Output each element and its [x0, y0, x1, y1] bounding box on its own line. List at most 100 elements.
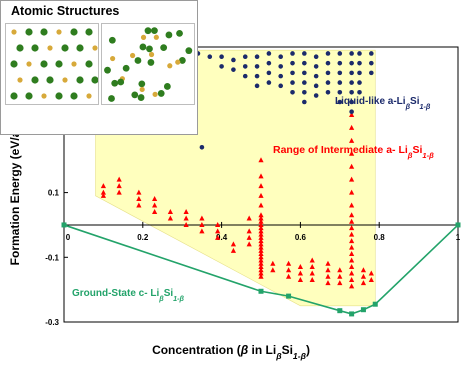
li-atom	[25, 28, 33, 36]
liquid-like-point	[219, 54, 224, 60]
intermediate-point	[368, 276, 374, 282]
intermediate-point	[360, 273, 367, 279]
liquid-like-point	[242, 54, 248, 60]
intermediate-point	[152, 196, 158, 202]
intermediate-point	[167, 215, 173, 221]
y-tick-label: 0.1	[48, 189, 60, 198]
intermediate-point	[246, 215, 252, 221]
intermediate-point	[349, 244, 355, 250]
y-tick-label: -0.3	[45, 318, 59, 327]
intermediate-point	[215, 234, 221, 240]
ground-state-point	[349, 311, 355, 317]
liquid-like-point	[302, 60, 307, 66]
liquid-like-point	[313, 93, 319, 98]
intermediate-point	[337, 280, 343, 286]
li-atom	[85, 60, 93, 68]
liquid-like-point	[325, 60, 331, 66]
si-atom	[148, 51, 155, 58]
liquid-like-point	[278, 54, 284, 60]
si-atom	[140, 34, 147, 40]
intermediate-point	[337, 273, 343, 279]
liquid-like-point	[357, 70, 362, 76]
li-atom	[137, 94, 145, 101]
li-atom	[108, 36, 116, 44]
liquid-like-point	[325, 70, 331, 76]
liquid-like-point	[278, 64, 284, 69]
intermediate-point	[215, 221, 221, 227]
liquid-like-point	[242, 64, 248, 69]
intermediate-point	[349, 163, 355, 169]
intermediate-point	[258, 244, 264, 250]
li-atom	[85, 28, 93, 36]
si-atom	[167, 63, 173, 69]
intermediate-point	[258, 247, 264, 253]
intermediate-point	[360, 267, 367, 273]
intermediate-point	[258, 212, 264, 218]
intermediate-point	[258, 254, 264, 260]
intermediate-point	[349, 111, 355, 117]
intermediate-point	[258, 264, 264, 269]
c-li15si4-structure-panel	[5, 23, 99, 105]
liquid-like-point	[349, 109, 354, 115]
intermediate-point	[258, 218, 264, 224]
x-tick-label: 0.2	[137, 233, 149, 242]
liquid-like-point	[278, 73, 284, 79]
li-atom	[91, 76, 99, 84]
x-axis-label: Concentration (β in Liβ​Si1-β​)	[152, 343, 310, 361]
li-atom	[139, 43, 147, 51]
liquid-like-point	[278, 83, 284, 89]
liquid-like-point	[266, 60, 272, 66]
ground-state-point	[455, 222, 461, 228]
intermediate-point	[152, 209, 158, 214]
intermediate-point	[349, 270, 355, 276]
si-atom	[11, 29, 17, 35]
si-atom	[26, 61, 32, 67]
li-atom	[176, 29, 183, 37]
li-atom	[138, 80, 146, 88]
intermediate-point	[349, 251, 355, 257]
intermediate-point	[349, 225, 355, 231]
liquid-like-point	[349, 99, 354, 105]
x-tick-label: 0	[66, 233, 71, 242]
intermediate-point	[183, 215, 189, 221]
ground-state-point	[286, 293, 292, 299]
intermediate-point	[167, 209, 173, 214]
liquid-like-point	[254, 73, 260, 79]
ground-state-annotation: Ground-State c- Liβ​Si1-β​	[72, 288, 185, 303]
intermediate-point	[258, 231, 264, 237]
intermediate-point	[258, 225, 264, 231]
li-atom	[40, 60, 48, 68]
intermediate-point	[309, 276, 315, 282]
intermediate-point	[297, 264, 303, 269]
intermediate-point	[337, 267, 343, 273]
li-atom	[147, 59, 155, 66]
liquid-like-point	[290, 80, 295, 85]
y-tick-label: -0.1	[45, 253, 59, 262]
li-atom	[178, 57, 186, 64]
si-atom	[175, 59, 181, 65]
intermediate-point	[349, 218, 355, 224]
liquid-like-point	[349, 60, 354, 66]
si-atom	[86, 93, 92, 99]
intermediate-point	[258, 234, 264, 240]
liquid-like-point	[199, 144, 205, 150]
ground-state-point	[372, 301, 378, 307]
intermediate-point	[325, 280, 331, 286]
intermediate-point	[349, 264, 355, 269]
intermediate-point	[349, 212, 355, 218]
si-atom	[152, 91, 158, 97]
intermediate-point	[349, 231, 355, 237]
liquid-like-point	[231, 57, 236, 63]
intermediate-point	[116, 183, 122, 189]
si-atom	[110, 55, 116, 62]
intermediate-point	[258, 273, 264, 279]
intermediate-point	[136, 202, 142, 208]
intermediate-point	[199, 228, 205, 234]
intermediate-point	[230, 247, 237, 253]
intermediate-point	[349, 189, 355, 195]
intermediate-point	[360, 280, 367, 286]
liquid-like-point	[290, 89, 295, 95]
intermediate-point	[258, 251, 264, 257]
liquid-like-point	[254, 64, 260, 69]
